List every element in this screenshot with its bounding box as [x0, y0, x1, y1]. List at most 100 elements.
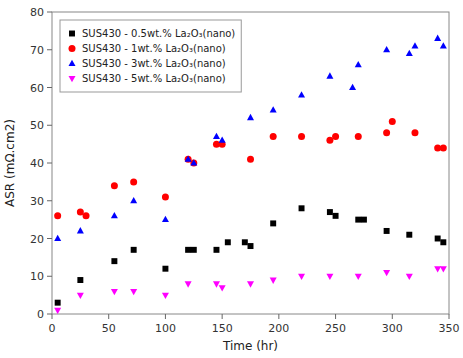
points	[54, 35, 447, 314]
x-tick	[52, 314, 53, 319]
point	[411, 42, 418, 48]
point	[299, 205, 305, 211]
point	[326, 72, 333, 78]
x-tick	[165, 314, 166, 319]
point	[389, 118, 396, 125]
point	[185, 155, 192, 161]
point	[355, 274, 362, 280]
point	[111, 212, 118, 218]
series	[54, 35, 447, 241]
point	[332, 133, 339, 140]
series	[54, 266, 447, 314]
point	[406, 274, 413, 280]
point	[185, 156, 192, 163]
point	[270, 133, 277, 140]
point	[298, 274, 305, 280]
y-tick	[47, 163, 52, 164]
point	[434, 35, 441, 41]
y-tick	[47, 276, 52, 277]
point	[361, 217, 367, 223]
point	[248, 243, 254, 249]
point	[384, 228, 390, 234]
legend-marker	[69, 31, 75, 37]
legend-box	[60, 20, 241, 92]
point	[162, 216, 169, 222]
point	[440, 239, 446, 245]
point	[191, 247, 197, 253]
x-tick-label: 100	[155, 322, 176, 335]
point	[130, 197, 137, 203]
legend-label: SUS430 - 0.5wt.% La₂O₃(nano)	[82, 28, 235, 39]
y-tick	[47, 314, 52, 315]
legend-label: SUS430 - 3wt.% La₂O₃(nano)	[82, 58, 226, 69]
y-tick-label: 50	[30, 119, 44, 132]
point	[54, 212, 61, 219]
point	[434, 266, 441, 272]
y-tick-label: 40	[30, 157, 44, 170]
y-tick-label: 60	[30, 82, 44, 95]
point	[190, 160, 197, 167]
y-tick	[47, 200, 52, 201]
x-tick-label: 50	[102, 322, 116, 335]
y-tick-label: 70	[30, 44, 44, 57]
point	[383, 270, 390, 276]
x-tick-label: 250	[325, 322, 346, 335]
legend-label: SUS430 - 1wt.% La₂O₃(nano)	[82, 43, 226, 54]
point	[383, 129, 390, 136]
point	[83, 212, 90, 219]
background	[0, 0, 463, 358]
legend-marker	[69, 60, 76, 66]
series	[55, 205, 447, 305]
point	[247, 156, 254, 163]
point	[77, 293, 84, 299]
x-tick	[392, 314, 393, 319]
series	[54, 118, 447, 219]
point	[55, 300, 61, 306]
x-tick-label: 150	[212, 322, 233, 335]
point	[406, 232, 412, 238]
x-axis-label: Time (hr)	[222, 339, 278, 353]
point	[327, 209, 333, 215]
point	[440, 266, 447, 272]
point	[219, 285, 226, 291]
y-tick	[47, 12, 52, 13]
point	[77, 227, 84, 233]
point	[130, 289, 137, 295]
point	[440, 144, 447, 151]
point	[355, 217, 361, 223]
point	[333, 213, 339, 219]
point	[326, 274, 333, 280]
point	[355, 61, 362, 67]
point	[131, 247, 137, 253]
y-tick-label: 30	[30, 195, 44, 208]
point	[298, 133, 305, 140]
x-tick	[335, 314, 336, 319]
x-tick	[449, 314, 450, 319]
y-tick-label: 0	[37, 308, 44, 321]
point	[219, 137, 226, 143]
chart: 05010015020025030035001020304050607080Ti…	[0, 0, 463, 358]
point	[190, 159, 197, 165]
y-tick-label: 10	[30, 270, 44, 283]
point	[130, 178, 137, 185]
y-tick	[47, 49, 52, 50]
legend-marker	[69, 76, 76, 82]
x-tick-label: 300	[382, 322, 403, 335]
point	[435, 236, 441, 242]
x-tick	[278, 314, 279, 319]
plot-frame	[52, 12, 449, 314]
point	[440, 42, 447, 48]
x-tick-label: 0	[49, 322, 56, 335]
point	[213, 281, 220, 287]
point	[247, 114, 254, 120]
point	[111, 258, 117, 264]
point	[162, 193, 169, 200]
legend-label: SUS430 - 5wt.% La₂O₃(nano)	[82, 73, 226, 84]
y-tick	[47, 238, 52, 239]
point	[77, 277, 83, 283]
point	[411, 129, 418, 136]
x-tick	[222, 314, 223, 319]
point	[162, 293, 169, 299]
point	[185, 247, 191, 253]
point	[213, 133, 220, 139]
